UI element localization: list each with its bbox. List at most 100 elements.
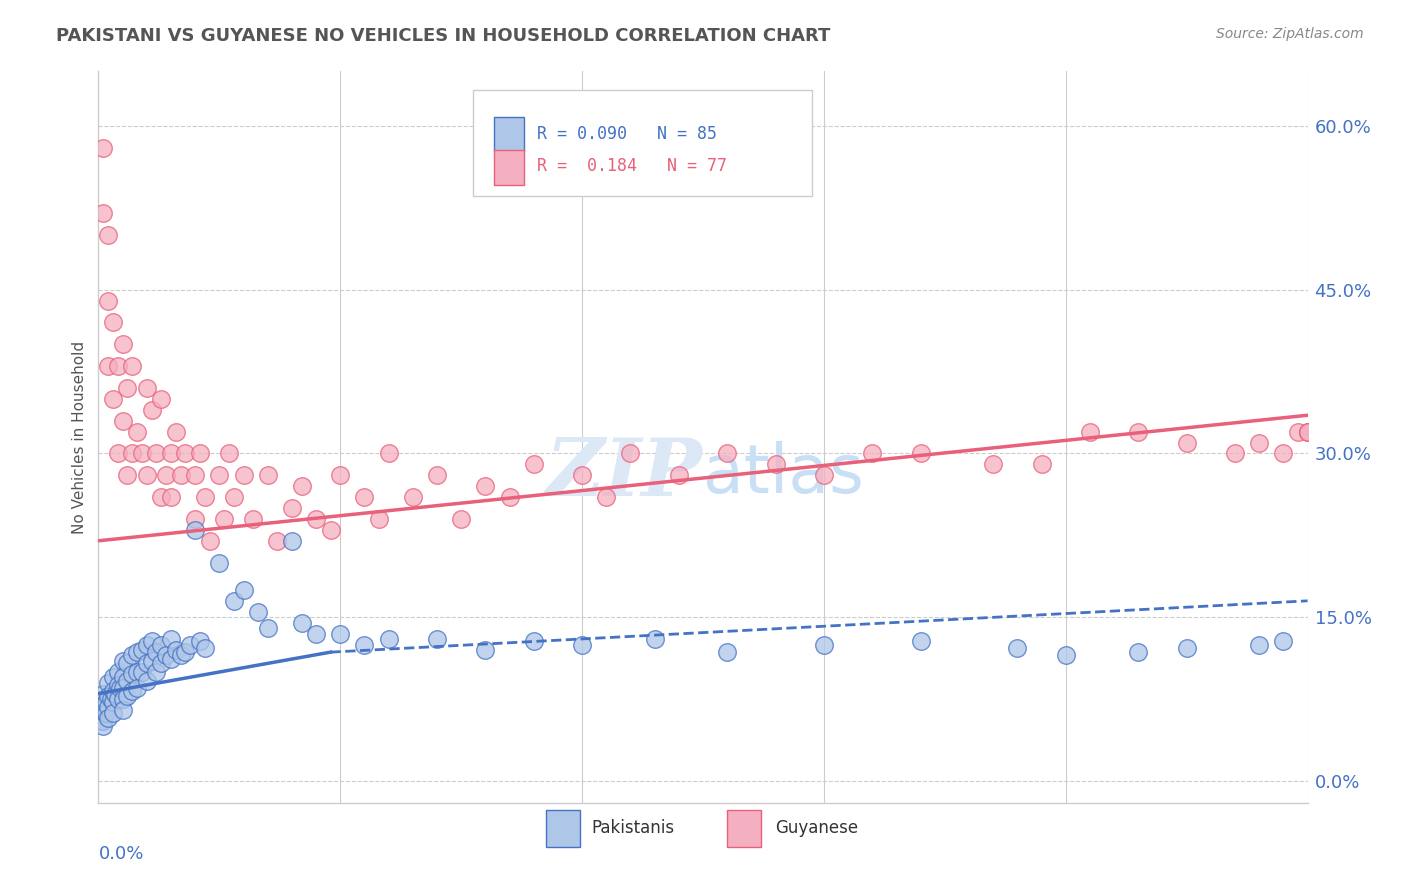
Point — [218, 446, 240, 460]
Point — [127, 681, 149, 695]
Point — [117, 656, 139, 670]
Bar — [546, 810, 579, 847]
Point — [145, 665, 167, 679]
Point — [910, 446, 932, 460]
Point — [94, 695, 117, 709]
Point — [160, 651, 183, 665]
Point — [194, 490, 217, 504]
Point — [184, 523, 207, 537]
Point — [121, 667, 143, 681]
Point — [97, 293, 120, 308]
Point — [97, 228, 120, 243]
Point — [90, 714, 112, 728]
Point — [145, 645, 167, 659]
Point — [169, 648, 191, 663]
Point — [101, 706, 124, 721]
Point — [256, 621, 278, 635]
Point — [91, 708, 114, 723]
Point — [198, 533, 221, 548]
Bar — [494, 150, 524, 185]
Point — [247, 605, 270, 619]
Point — [184, 468, 207, 483]
Point — [141, 634, 163, 648]
Text: ZIP: ZIP — [546, 435, 703, 512]
Point — [377, 632, 399, 646]
Text: Pakistanis: Pakistanis — [592, 820, 675, 838]
Point — [93, 699, 115, 714]
Point — [523, 634, 546, 648]
Point — [319, 523, 342, 537]
Point — [90, 703, 112, 717]
Point — [716, 446, 738, 460]
Point — [131, 446, 153, 460]
Point — [121, 359, 143, 373]
Point — [97, 699, 120, 714]
Point — [981, 458, 1004, 472]
Point — [571, 638, 593, 652]
Point — [329, 468, 352, 483]
Point — [1296, 425, 1319, 439]
Point — [104, 687, 127, 701]
Point — [368, 512, 391, 526]
Point — [91, 687, 114, 701]
Point — [644, 632, 666, 646]
Point — [1296, 425, 1319, 439]
Point — [165, 425, 187, 439]
Point — [426, 468, 449, 483]
Point — [141, 654, 163, 668]
Point — [256, 468, 278, 483]
Point — [145, 446, 167, 460]
Point — [1078, 425, 1101, 439]
Point — [135, 638, 157, 652]
Point — [111, 654, 134, 668]
Text: R = 0.090   N = 85: R = 0.090 N = 85 — [537, 125, 717, 144]
Point — [97, 675, 120, 690]
Point — [150, 638, 173, 652]
Point — [174, 446, 197, 460]
Point — [127, 665, 149, 679]
Point — [155, 468, 177, 483]
Point — [194, 640, 217, 655]
Point — [208, 468, 231, 483]
Point — [266, 533, 288, 548]
Bar — [494, 117, 524, 152]
Point — [281, 533, 304, 548]
Point — [1286, 425, 1309, 439]
Point — [91, 714, 114, 728]
Point — [91, 698, 114, 712]
Point — [668, 468, 690, 483]
Point — [97, 359, 120, 373]
Text: Source: ZipAtlas.com: Source: ZipAtlas.com — [1216, 27, 1364, 41]
Point — [353, 638, 375, 652]
Point — [242, 512, 264, 526]
Point — [135, 468, 157, 483]
Point — [107, 446, 129, 460]
Point — [117, 381, 139, 395]
Point — [329, 626, 352, 640]
Point — [426, 632, 449, 646]
Point — [1249, 638, 1271, 652]
Point — [111, 670, 134, 684]
Point — [1249, 435, 1271, 450]
Point — [765, 458, 787, 472]
Point — [121, 648, 143, 663]
Point — [101, 392, 124, 406]
Point — [117, 689, 139, 703]
Point — [101, 695, 124, 709]
Point — [281, 501, 304, 516]
Point — [290, 479, 312, 493]
Point — [1128, 425, 1150, 439]
Point — [111, 703, 134, 717]
Point — [111, 692, 134, 706]
Point — [860, 446, 883, 460]
Point — [174, 645, 197, 659]
Point — [107, 678, 129, 692]
Point — [232, 582, 254, 597]
Point — [101, 670, 124, 684]
Point — [353, 490, 375, 504]
Point — [1272, 446, 1295, 460]
Point — [117, 673, 139, 688]
Point — [127, 425, 149, 439]
Point — [97, 711, 120, 725]
Point — [91, 206, 114, 220]
